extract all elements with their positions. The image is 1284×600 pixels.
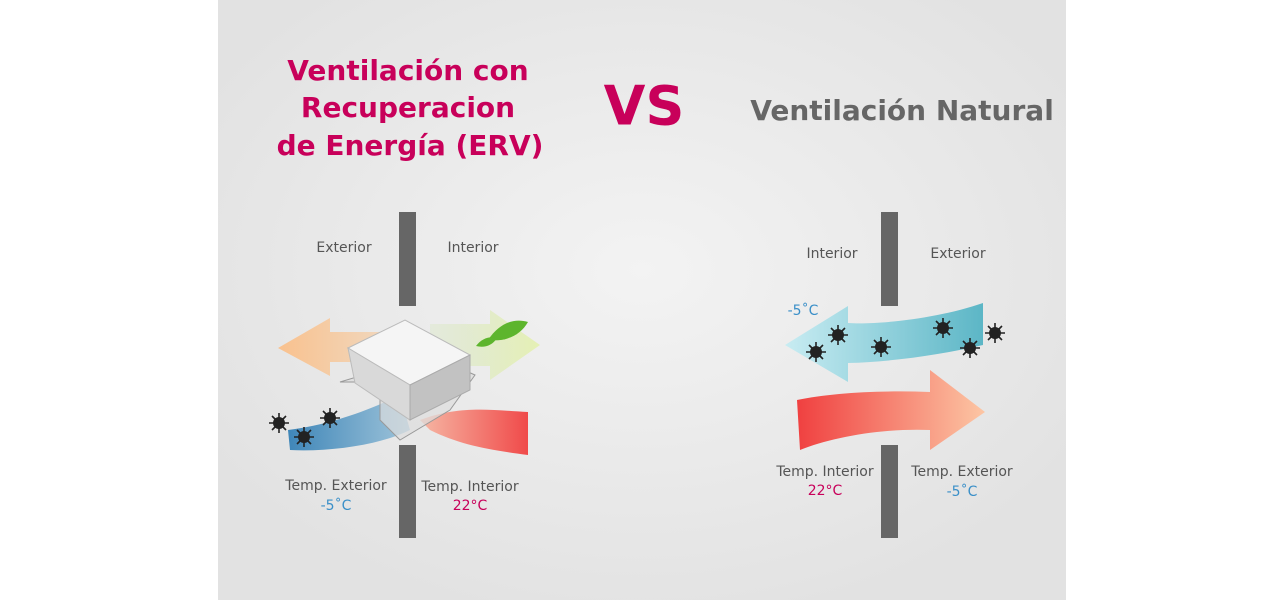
temp-value: -5˚C: [788, 302, 819, 319]
virus: [932, 317, 954, 339]
label: Temp. Interior: [420, 479, 519, 495]
core-side: [409, 354, 471, 421]
virus: [319, 407, 341, 429]
virus: [959, 337, 981, 359]
warm-arrow: [420, 409, 528, 455]
temp-value: -5˚C: [947, 483, 978, 500]
leaf: [476, 337, 497, 347]
virus: [827, 324, 849, 346]
erv-title: Ventilación con Recuperacion de Energía …: [277, 54, 544, 162]
title-line: Ventilación con: [287, 54, 528, 87]
label: Exterior: [316, 240, 371, 256]
wall: [881, 445, 898, 538]
leaf: [488, 320, 528, 341]
label: Temp. Exterior: [284, 478, 387, 494]
temp-value: 22°C: [808, 483, 843, 499]
label: Interior: [447, 240, 498, 256]
label: Interior: [806, 246, 857, 262]
virus: [805, 341, 827, 363]
title-line: de Energía (ERV): [277, 129, 544, 162]
title-line: Recuperacion: [301, 91, 515, 124]
erv-diagram: Exterior Interior Temp. Exterior -5˚C Te…: [268, 212, 540, 538]
wall: [881, 212, 898, 306]
virus: [984, 322, 1006, 344]
natural-title: Ventilación Natural: [750, 94, 1054, 127]
label: Exterior: [930, 246, 985, 262]
warm-arrow: [797, 370, 985, 450]
label: Temp. Exterior: [910, 464, 1013, 480]
virus: [268, 412, 290, 434]
temp-value: -5˚C: [321, 497, 352, 514]
natural-diagram: Interior Exterior -5˚C Temp. Interior 22…: [775, 212, 1013, 538]
panel: [218, 0, 1066, 600]
wall: [399, 212, 416, 306]
virus: [293, 426, 315, 448]
wall: [399, 445, 416, 538]
vs: VS: [604, 75, 685, 138]
label: Temp. Interior: [775, 464, 874, 480]
temp-value: 22°C: [453, 498, 488, 514]
virus: [870, 336, 892, 358]
